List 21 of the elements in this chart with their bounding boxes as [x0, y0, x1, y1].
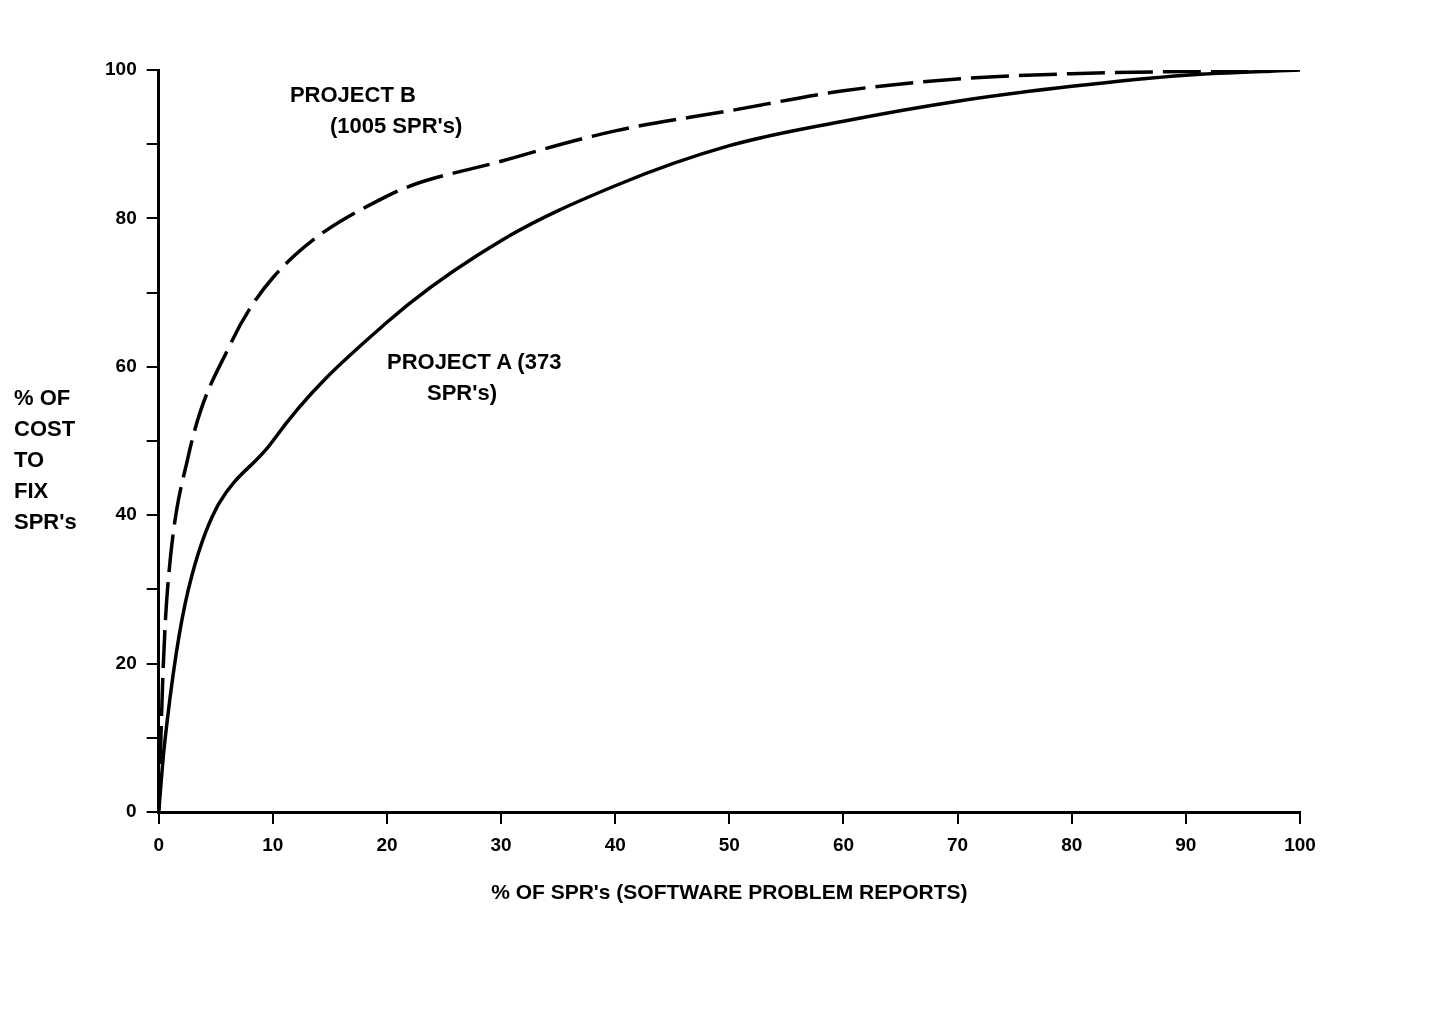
series-label: PROJECT A (373 SPR's): [386, 349, 562, 406]
x-tick-label: 10: [262, 833, 284, 855]
y-axis-title: % OF COST TO FIX SPR's: [14, 384, 77, 536]
x-tick-label: 70: [947, 833, 969, 855]
x-tick-label: 90: [1175, 833, 1197, 855]
x-tick-label: 30: [490, 833, 512, 855]
y-tick-label: 100: [105, 58, 137, 80]
y-tick-label: 60: [115, 355, 137, 377]
x-tick-label: 20: [376, 833, 398, 855]
x-tick-label: 80: [1061, 833, 1083, 855]
x-tick-label: 60: [832, 833, 855, 855]
y-tick-label: 80: [115, 206, 137, 228]
x-tick-label: 50: [718, 833, 740, 855]
x-axis-title: % OF SPR's (SOFTWARE PROBLEM REPORTS): [491, 880, 968, 904]
x-tick-label: 40: [604, 833, 626, 855]
y-tick-label: 20: [115, 651, 137, 673]
y-tick-label: 40: [115, 503, 137, 525]
x-tick-label: 100: [1284, 833, 1316, 855]
y-tick-label: 0: [126, 800, 137, 822]
series-label: PROJECT B (1005 SPR's): [289, 81, 463, 138]
x-tick-label: 0: [153, 833, 164, 855]
